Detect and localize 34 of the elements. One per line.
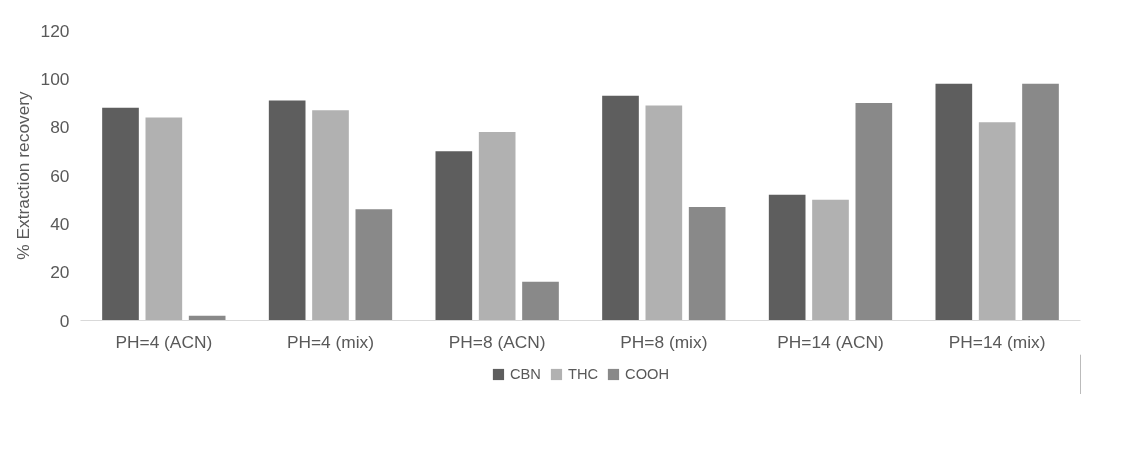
bar: [522, 281, 559, 321]
y-tick-label: 40: [50, 213, 70, 234]
x-tick-label: PH=8 (mix): [620, 331, 708, 352]
bar: [312, 110, 349, 321]
bar: [935, 83, 973, 321]
bar: [688, 206, 726, 321]
bar: [978, 122, 1016, 321]
x-tick-label: PH=14 (ACN): [777, 331, 884, 352]
legend-label: COOH: [625, 366, 670, 382]
y-tick-label: 60: [50, 165, 70, 186]
bar: [812, 199, 849, 321]
bar: [102, 107, 139, 321]
y-tick-label: 100: [40, 68, 70, 89]
y-tick-label: 120: [40, 20, 70, 41]
bar: [602, 95, 639, 321]
x-tick-label: PH=4 (ACN): [115, 331, 213, 352]
bar: [355, 209, 393, 321]
y-tick-label: 20: [50, 262, 70, 283]
bar: [435, 151, 473, 321]
y-tick-label: 80: [50, 117, 70, 138]
y-axis-title: % Extraction recovery: [12, 90, 33, 260]
bar: [855, 103, 893, 321]
bar: [645, 105, 683, 321]
bar: [478, 132, 516, 321]
bar: [145, 117, 183, 321]
bar: [268, 100, 306, 321]
y-tick-label: 0: [59, 310, 70, 331]
x-tick-label: PH=8 (ACN): [448, 331, 546, 352]
legend-label: THC: [567, 366, 599, 382]
legend-label: CBN: [509, 366, 541, 382]
bar: [1022, 83, 1059, 321]
x-tick-label: PH=4 (mix): [286, 331, 375, 352]
x-tick-label: PH=14 (mix): [948, 331, 1046, 352]
bar: [768, 194, 806, 321]
